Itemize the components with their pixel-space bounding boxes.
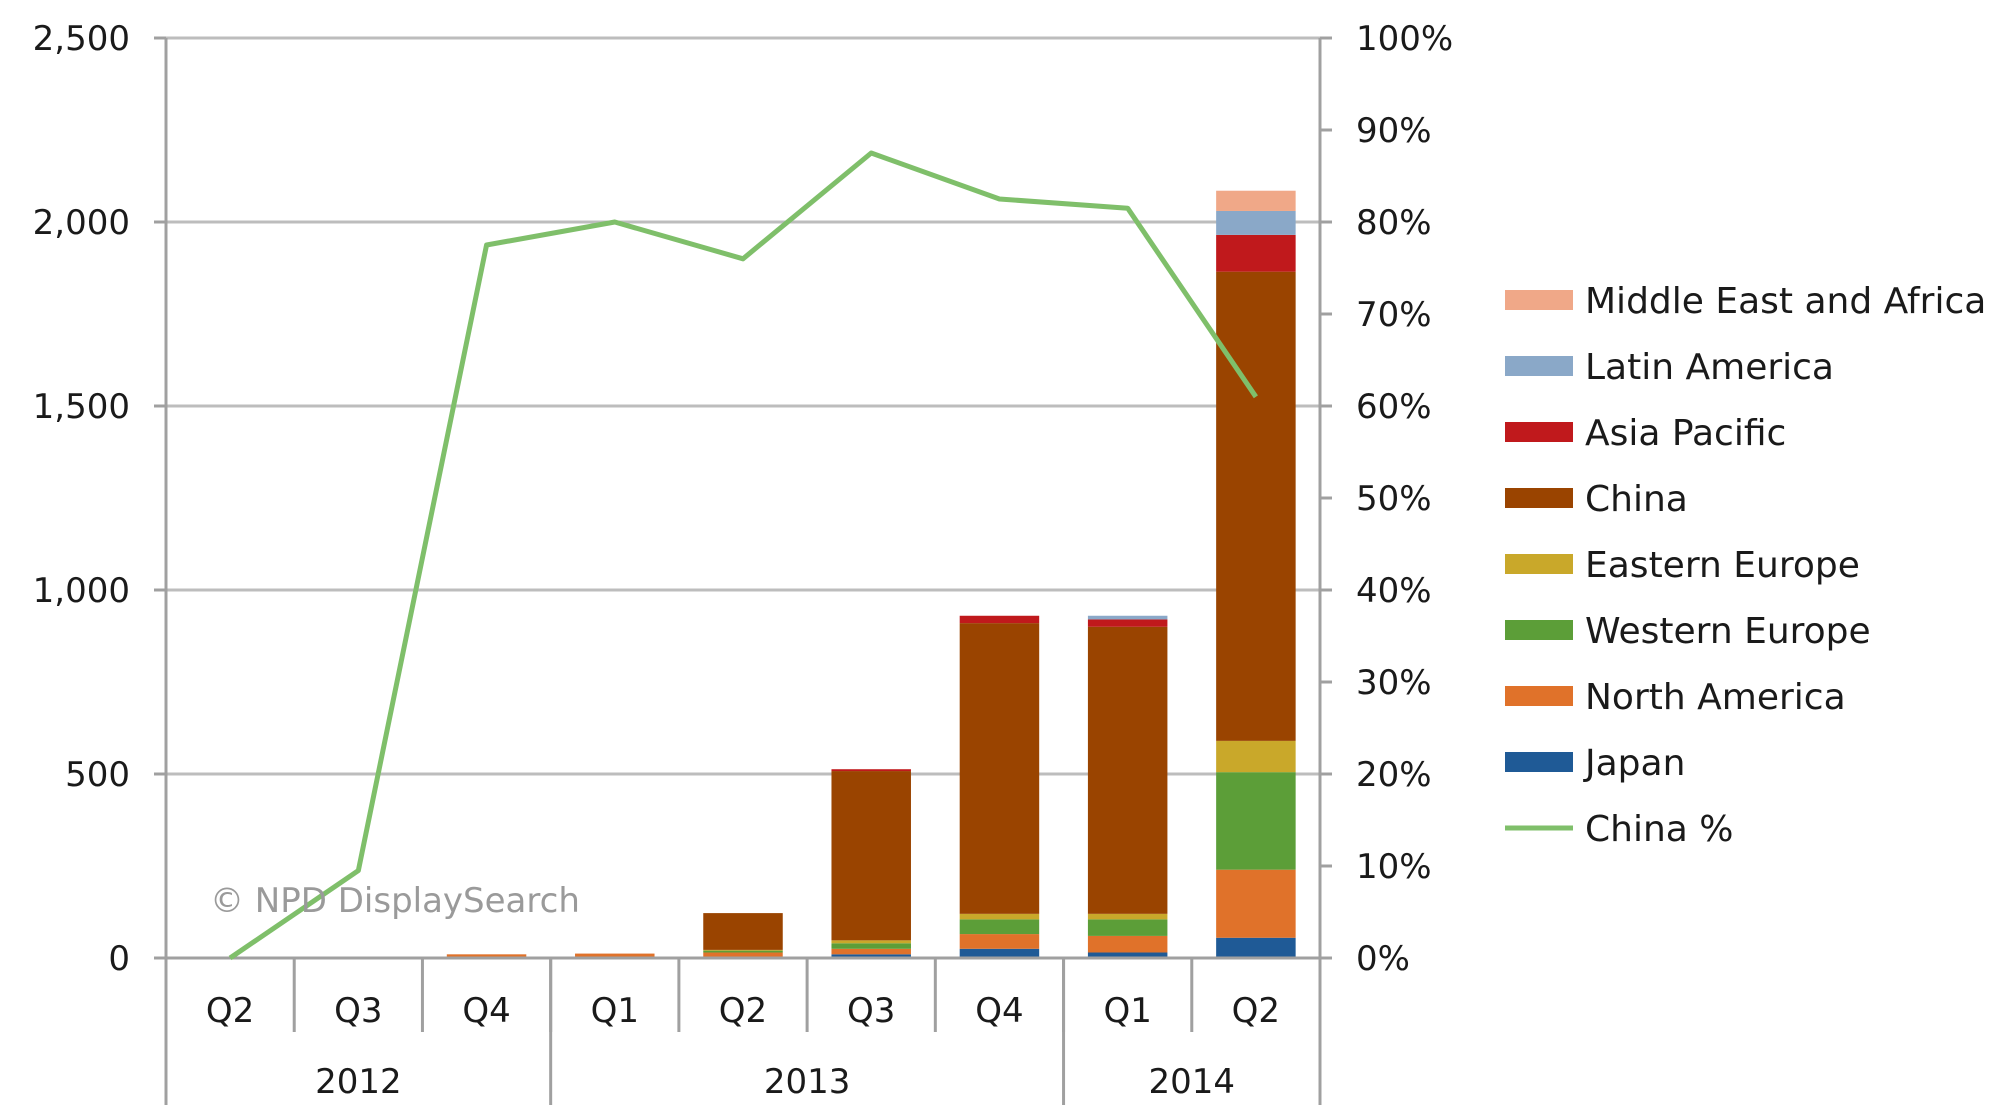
right-axis-ticks: 0% 10% 20% 30% 40% 50% 60% 70% 80% 90% 100% bbox=[1356, 19, 1453, 979]
left-axis-ticks: 0 500 1,000 1,500 2,000 2,500 bbox=[33, 19, 130, 979]
category-label: Q2 bbox=[1232, 991, 1280, 1031]
bar-segment-latin-america bbox=[1216, 210, 1296, 235]
legend-label-western-europe: Western Europe bbox=[1585, 611, 1871, 652]
bar-segment-north-america bbox=[959, 934, 1040, 949]
right-tick-label: 70% bbox=[1356, 295, 1432, 335]
watermark: © NPD DisplaySearch bbox=[210, 881, 580, 921]
year-label: 2014 bbox=[1149, 1062, 1236, 1102]
legend-label-china: China bbox=[1585, 479, 1688, 520]
right-tick-label: 60% bbox=[1356, 387, 1432, 427]
right-tick-label: 80% bbox=[1356, 203, 1432, 243]
left-tick-label: 2,500 bbox=[33, 19, 130, 59]
legend-label-japan: Japan bbox=[1583, 743, 1685, 784]
right-tick-label: 50% bbox=[1356, 479, 1432, 519]
right-tick-label: 100% bbox=[1356, 19, 1453, 59]
bar-segment-north-america bbox=[446, 954, 527, 958]
legend-label-middle-east-and-africa: Middle East and Africa bbox=[1585, 281, 1986, 322]
legend-label-china-: China % bbox=[1585, 809, 1733, 850]
legend-label-eastern-europe: Eastern Europe bbox=[1585, 545, 1860, 586]
bar-segment-japan bbox=[959, 948, 1040, 958]
category-label: Q2 bbox=[206, 991, 254, 1031]
bar-segment-china bbox=[1087, 626, 1168, 914]
bar-segment-eastern-europe bbox=[1216, 740, 1296, 773]
legend-swatch-japan bbox=[1505, 752, 1573, 772]
category-label: Q4 bbox=[975, 991, 1023, 1031]
bar-segment-western-europe bbox=[959, 919, 1040, 935]
legend-swatch-china bbox=[1505, 488, 1573, 508]
bar-segment-china bbox=[959, 623, 1040, 914]
bar-segment-china bbox=[831, 771, 911, 941]
bar-segment-eastern-europe bbox=[1087, 913, 1168, 920]
right-tick-label: 0% bbox=[1356, 939, 1410, 979]
bar-segment-japan bbox=[1087, 952, 1168, 958]
bar-segment-western-europe bbox=[1087, 919, 1168, 936]
left-tick-label: 500 bbox=[65, 755, 130, 795]
category-label: Q4 bbox=[462, 991, 510, 1031]
bar-segment-eastern-europe bbox=[831, 940, 911, 944]
bar-segment-western-europe bbox=[831, 943, 911, 949]
left-tick-label: 2,000 bbox=[33, 203, 130, 243]
china-percent-line bbox=[228, 150, 1258, 961]
year-label: 2012 bbox=[315, 1062, 402, 1102]
legend-swatch-latin-america bbox=[1505, 356, 1573, 376]
category-axis: Q2 Q3 Q4 Q1 Q2 Q3 Q4 Q1 Q2 2012 2013 2014 bbox=[206, 958, 1280, 1105]
bar-segment-western-europe bbox=[1216, 772, 1296, 870]
category-label: Q2 bbox=[719, 991, 767, 1031]
right-tick-label: 90% bbox=[1356, 111, 1432, 151]
bar-segment-north-america bbox=[1087, 935, 1168, 953]
bar-segment-asia-pacific bbox=[1087, 619, 1168, 627]
bar-segment-eastern-europe bbox=[703, 949, 783, 951]
category-label: Q1 bbox=[591, 991, 639, 1031]
bar-segment-japan bbox=[831, 954, 911, 958]
bar-segment-north-america bbox=[831, 948, 911, 955]
bar-segment-north-america bbox=[1216, 869, 1296, 938]
left-tick-label: 1,000 bbox=[33, 571, 130, 611]
legend-label-north-america: North America bbox=[1585, 677, 1846, 718]
legend-swatch-asia-pacific bbox=[1505, 422, 1573, 442]
bar-segment-china bbox=[1216, 271, 1296, 741]
legend-swatch-western-europe bbox=[1505, 620, 1573, 640]
legend-label-latin-america: Latin America bbox=[1585, 347, 1834, 388]
left-tick-label: 1,500 bbox=[33, 387, 130, 427]
bar-segment-asia-pacific bbox=[959, 615, 1040, 624]
year-label: 2013 bbox=[764, 1062, 851, 1102]
bar-segment-north-america bbox=[575, 953, 655, 958]
bar-segment-eastern-europe bbox=[959, 913, 1040, 920]
category-label: Q3 bbox=[334, 991, 382, 1031]
bar-segment-latin-america bbox=[1087, 615, 1168, 620]
legend-label-asia-pacific: Asia Pacific bbox=[1585, 413, 1786, 454]
legend-swatch-eastern-europe bbox=[1505, 554, 1573, 574]
right-tick-label: 20% bbox=[1356, 755, 1432, 795]
bar-segment-china bbox=[703, 913, 783, 950]
category-label: Q3 bbox=[847, 991, 895, 1031]
bar-stacks bbox=[446, 190, 1296, 958]
bar-segment-asia-pacific bbox=[1216, 234, 1296, 272]
legend-swatch-middle-east-and-africa bbox=[1505, 290, 1573, 310]
legend: Middle East and Africa Latin America Asia … bbox=[1505, 281, 1986, 850]
left-tick-label: 0 bbox=[108, 939, 130, 979]
bar-segment-asia-pacific bbox=[831, 769, 911, 772]
right-tick-label: 30% bbox=[1356, 663, 1432, 703]
bar-segment-western-europe bbox=[703, 950, 783, 953]
legend-swatch-north-america bbox=[1505, 686, 1573, 706]
right-tick-label: 40% bbox=[1356, 571, 1432, 611]
bar-segment-middle-east-and-africa bbox=[1216, 190, 1296, 211]
bar-segment-north-america bbox=[703, 952, 783, 957]
bar-segment-japan bbox=[1216, 937, 1296, 958]
category-label: Q1 bbox=[1103, 991, 1151, 1031]
axes bbox=[154, 36, 1332, 1105]
right-tick-label: 10% bbox=[1356, 847, 1432, 887]
